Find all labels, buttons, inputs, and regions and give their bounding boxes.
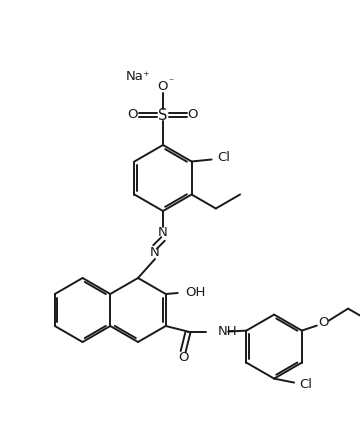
Text: O: O	[158, 81, 168, 93]
Text: O: O	[319, 316, 329, 329]
Text: S: S	[158, 107, 168, 123]
Text: O: O	[188, 109, 198, 121]
Text: Cl: Cl	[300, 378, 312, 391]
Text: O: O	[128, 109, 138, 121]
Text: N: N	[150, 247, 160, 259]
Text: N: N	[158, 226, 168, 240]
Text: NH: NH	[218, 325, 238, 338]
Text: Cl: Cl	[217, 151, 230, 164]
Text: ⁻: ⁻	[168, 77, 174, 87]
Text: Na⁺: Na⁺	[126, 71, 150, 84]
Text: OH: OH	[185, 286, 206, 299]
Text: O: O	[178, 351, 188, 364]
